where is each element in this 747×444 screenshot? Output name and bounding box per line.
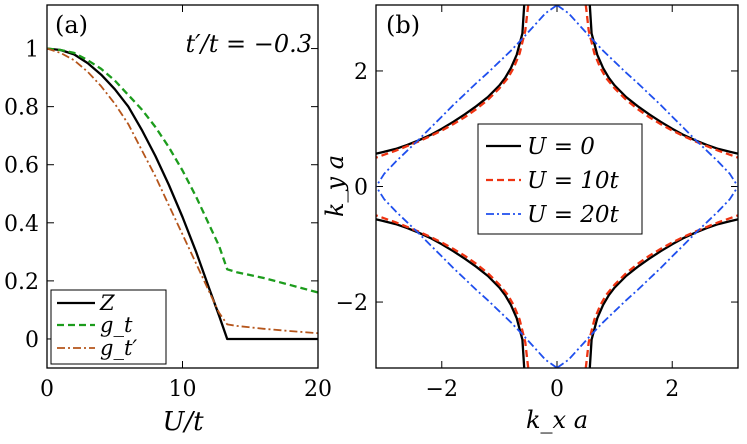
x-tick-label-b-2: 2	[665, 377, 679, 402]
series-b-2-q0	[556, 5, 738, 187]
series-a-1	[47, 47, 318, 294]
series-b-0-q0	[588, 5, 738, 155]
panel-a-annotation: t′/t = −0.3	[186, 30, 312, 58]
series-a-0	[47, 47, 318, 341]
series-b-0-q3	[376, 218, 526, 368]
panel-a-frame	[46, 4, 319, 369]
panel-a-series	[47, 47, 318, 341]
legend-b-label-2: U = 20t	[527, 202, 620, 228]
panel-a-legend: Z g_t g_t′	[50, 289, 167, 365]
panel-b-series	[376, 5, 738, 368]
panel-a-label: (a)	[55, 11, 88, 39]
legend-a-label-1: g_t	[100, 313, 133, 337]
panel-b-ticks: −2 0 2 −2 0 2	[336, 5, 738, 402]
panel-b-legend-box	[477, 123, 643, 235]
legend-b-label-1: U = 10t	[527, 168, 620, 194]
panel-b-label: (b)	[386, 11, 420, 39]
series-b-2-q2	[556, 186, 738, 368]
series-a-2	[47, 47, 318, 335]
x-tick-label-a-0: 0	[40, 377, 54, 402]
panel-b-ylabel: k_y a	[321, 155, 349, 217]
x-tick-label-a-2: 20	[304, 377, 332, 402]
series-b-0-q2	[588, 218, 738, 368]
y-tick-label-b-0: −2	[336, 291, 368, 316]
y-tick-label-a-4: 0.8	[4, 96, 39, 121]
legend-a-label-2: g_t′	[100, 336, 137, 360]
y-tick-label-a-2: 0.4	[4, 212, 39, 237]
y-tick-label-a-3: 0.6	[4, 154, 39, 179]
series-b-1-q2	[584, 214, 738, 368]
x-tick-label-b-1: 0	[550, 377, 564, 402]
series-b-2-q3	[376, 186, 558, 368]
x-tick-label-b-0: −2	[426, 377, 458, 402]
panel-b-frame	[375, 4, 739, 369]
panel-b: −2 0 2 −2 0 2 (b) k_x a k_y a U = 0 U = 10t U…	[321, 4, 739, 434]
panel-a-ticks: 0 10 20 0 0.2 0.4 0.6 0.8 1	[4, 5, 332, 402]
panel-b-xlabel: k_x a	[526, 406, 588, 434]
legend-b-label-0: U = 0	[527, 134, 595, 160]
series-b-1-q3	[376, 214, 530, 368]
y-tick-label-a-1: 0.2	[4, 270, 39, 295]
y-tick-label-a-0: 0	[25, 328, 39, 353]
y-tick-label-b-1: 0	[354, 176, 368, 201]
series-b-2-q1	[376, 5, 558, 187]
series-b-1-q0	[584, 5, 738, 159]
y-tick-label-b-2: 2	[354, 60, 368, 85]
series-b-1-q1	[376, 5, 530, 159]
y-tick-label-a-5: 1	[25, 38, 39, 63]
series-b-0-q1	[376, 5, 526, 155]
panel-a-xlabel: U/t	[162, 407, 204, 437]
x-tick-label-a-1: 10	[169, 377, 197, 402]
legend-a-label-0: Z	[99, 291, 115, 315]
panel-b-legend: U = 0 U = 10t U = 20t	[477, 123, 643, 235]
